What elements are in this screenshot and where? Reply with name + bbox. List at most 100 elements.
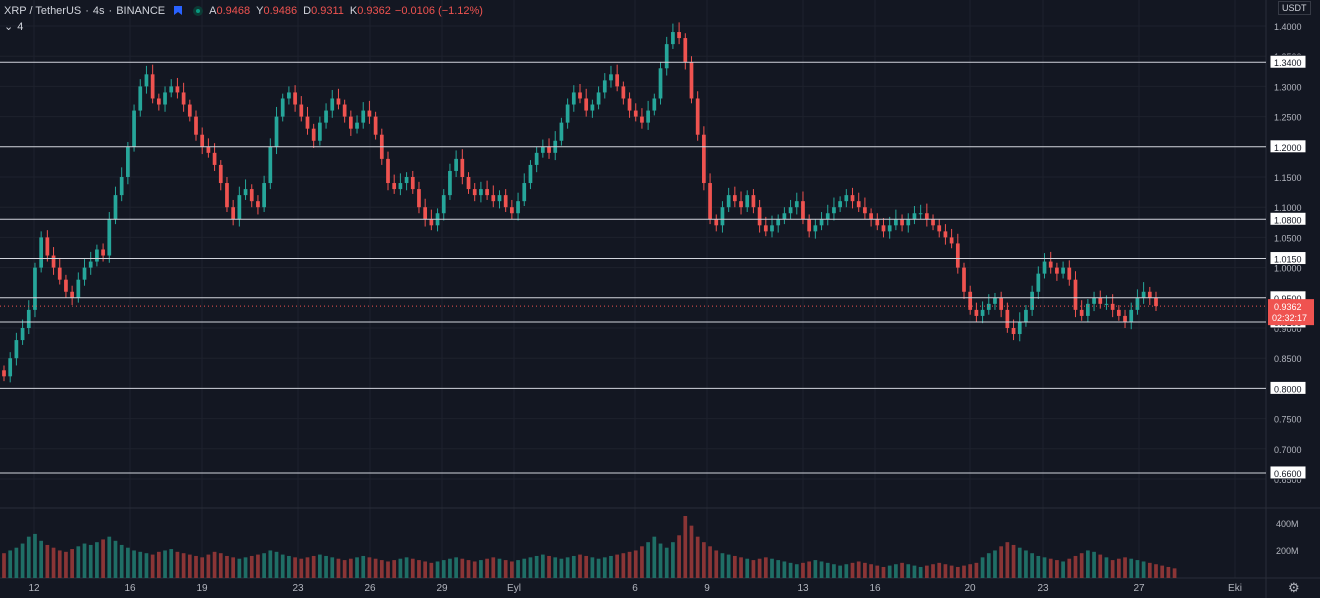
volume-bar bbox=[968, 564, 973, 578]
volume-bar bbox=[237, 558, 242, 578]
indicators-toggle[interactable]: ⌄ 4 bbox=[4, 20, 23, 34]
volume-bar bbox=[590, 557, 595, 578]
volume-bar bbox=[398, 558, 403, 578]
price-tick-label: 0.7000 bbox=[1274, 445, 1302, 455]
time-tick-label: 23 bbox=[1037, 583, 1049, 594]
volume-bar bbox=[491, 557, 496, 578]
candle-body bbox=[565, 104, 570, 123]
candle-body bbox=[726, 195, 731, 208]
volume-bar bbox=[943, 564, 948, 578]
volume-bar bbox=[324, 555, 328, 578]
time-tick-label: 29 bbox=[436, 583, 448, 594]
candle-body bbox=[807, 219, 812, 232]
interval-label[interactable]: 4s bbox=[92, 5, 105, 17]
level-label-box bbox=[1269, 139, 1307, 154]
candle-body bbox=[1067, 267, 1072, 280]
candle-body bbox=[609, 74, 613, 81]
candle-body bbox=[627, 98, 632, 111]
candle-body bbox=[1024, 309, 1028, 322]
candle-body bbox=[417, 189, 421, 208]
candle-body bbox=[398, 183, 403, 190]
candle-body bbox=[794, 201, 799, 208]
candle-body bbox=[652, 98, 657, 111]
candle-body bbox=[912, 213, 917, 220]
time-tick-label: 6 bbox=[632, 583, 638, 594]
candle-body bbox=[311, 128, 316, 141]
candle-body bbox=[1048, 261, 1053, 268]
level-label-box bbox=[1269, 211, 1307, 226]
candle-body bbox=[57, 267, 62, 280]
volume-bar bbox=[720, 553, 725, 578]
candle-body bbox=[14, 340, 19, 359]
candle-body bbox=[838, 201, 842, 208]
volume-bar bbox=[1061, 561, 1065, 578]
candle-body bbox=[386, 158, 390, 184]
volume-bar bbox=[646, 542, 650, 578]
price-tick-label: 1.2500 bbox=[1274, 113, 1302, 123]
volume-bar bbox=[1154, 564, 1158, 578]
volume-tick-label: 200M bbox=[1276, 546, 1299, 556]
candle-body bbox=[924, 213, 929, 220]
volume-bar bbox=[869, 564, 873, 578]
volume-bar bbox=[82, 543, 87, 578]
volume-bar bbox=[726, 554, 731, 578]
candle-body bbox=[528, 164, 533, 184]
volume-bar bbox=[76, 546, 81, 578]
candle-body bbox=[107, 219, 112, 256]
gear-icon[interactable]: ⚙ bbox=[1288, 580, 1300, 595]
candle-body bbox=[156, 98, 161, 105]
price-tick-label: 1.4000 bbox=[1274, 22, 1302, 32]
candle-body bbox=[466, 177, 471, 190]
volume-bar bbox=[633, 550, 638, 578]
volume-bar bbox=[807, 561, 812, 578]
volume-bar bbox=[138, 551, 143, 578]
volume-bar bbox=[1073, 555, 1078, 578]
candle-body bbox=[150, 74, 155, 99]
volume-bar bbox=[528, 557, 533, 578]
candle-body bbox=[602, 80, 607, 93]
time-tick-label: 26 bbox=[364, 583, 376, 594]
volume-bar bbox=[1024, 550, 1028, 578]
volume-bar bbox=[702, 542, 706, 578]
volume-bar bbox=[621, 553, 626, 578]
candle-body bbox=[1123, 315, 1127, 322]
level-label-box bbox=[1269, 380, 1307, 395]
candle-body bbox=[646, 110, 650, 123]
candle-body bbox=[534, 152, 539, 165]
candle-body bbox=[856, 201, 861, 208]
candle-body bbox=[212, 152, 217, 165]
volume-bar bbox=[497, 558, 502, 578]
volume-bar bbox=[757, 558, 762, 578]
bookmark-flag-icon[interactable] bbox=[173, 6, 183, 16]
candle-body bbox=[256, 201, 260, 208]
candle-body bbox=[299, 104, 304, 117]
candle-body bbox=[1042, 261, 1047, 274]
volume-bar bbox=[361, 555, 366, 578]
candle-body bbox=[423, 207, 428, 220]
volume-bar bbox=[745, 558, 750, 578]
volume-bar bbox=[460, 558, 465, 578]
price-tick-label: 1.1000 bbox=[1274, 203, 1302, 213]
volume-bar bbox=[1135, 560, 1140, 578]
volume-bar bbox=[1166, 566, 1171, 578]
open-value: 0.9468 bbox=[216, 5, 251, 17]
candle-body bbox=[33, 267, 37, 310]
volume-bar bbox=[609, 555, 613, 578]
volume-bar bbox=[596, 558, 601, 578]
candle-body bbox=[336, 98, 341, 105]
candle-body bbox=[739, 201, 743, 208]
volume-bar bbox=[119, 544, 124, 578]
level-label: 1.2000 bbox=[1274, 143, 1302, 153]
currency-unit[interactable]: USDT bbox=[1278, 1, 1311, 15]
volume-bar bbox=[479, 560, 483, 578]
volume-bar bbox=[813, 560, 818, 578]
volume-bar bbox=[107, 536, 112, 578]
volume-bar bbox=[1110, 560, 1115, 578]
volume-bar bbox=[373, 558, 378, 578]
volume-bar bbox=[280, 554, 285, 578]
symbol-name[interactable]: XRP / TetherUS bbox=[4, 5, 82, 17]
volume-bar bbox=[918, 566, 923, 578]
volume-bar bbox=[980, 557, 985, 578]
volume-bar bbox=[652, 536, 657, 578]
